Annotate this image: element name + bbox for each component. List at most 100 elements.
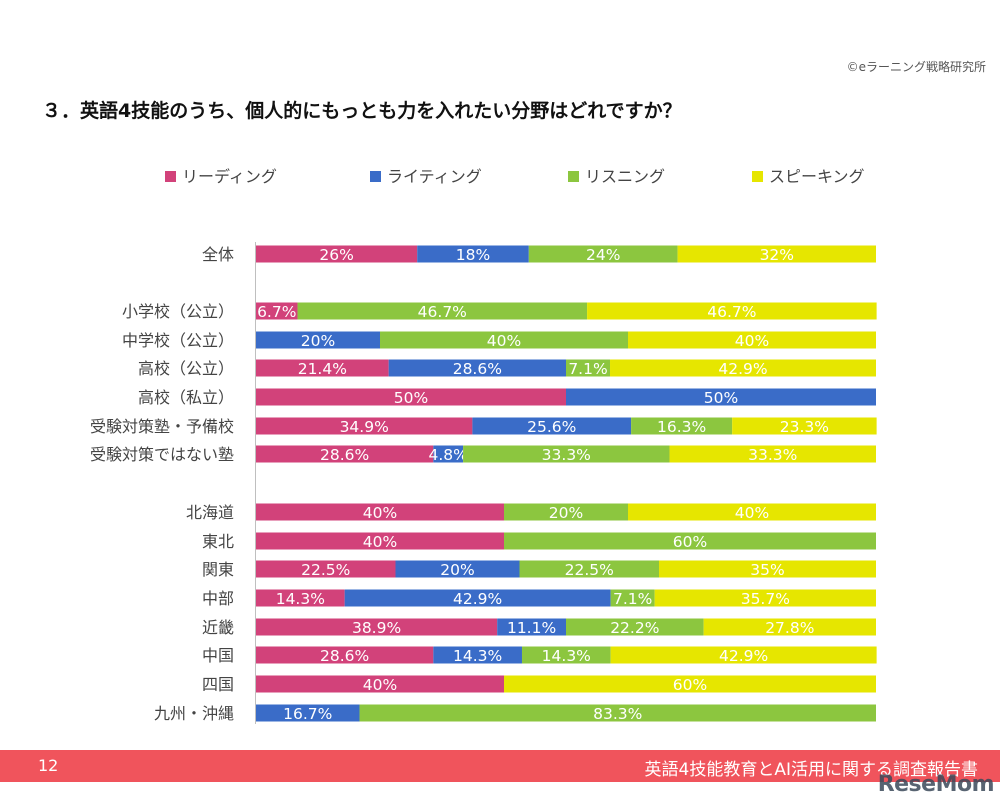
bar-segment: [631, 417, 733, 435]
bar-segment: [654, 589, 876, 607]
bar-segment: [463, 445, 670, 463]
legend-swatch: [165, 171, 176, 182]
data-label: 26%: [319, 246, 353, 264]
bar-segment: [417, 245, 529, 263]
data-label: 4.8%: [429, 446, 468, 464]
data-label: 40%: [363, 533, 397, 551]
bar-segment: [497, 618, 566, 636]
data-label: 40%: [487, 332, 521, 350]
category-label: 中学校（公立）: [122, 331, 234, 350]
data-label: 7.1%: [613, 590, 652, 608]
data-label: 11.1%: [507, 619, 556, 637]
bar-segment: [677, 245, 876, 263]
data-label: 28.6%: [320, 647, 369, 665]
resemom-logo: ReseMom: [877, 772, 995, 797]
data-label: 33.3%: [542, 446, 591, 464]
legend-swatch: [568, 171, 579, 182]
bar-segment: [521, 646, 611, 664]
data-label: 40%: [363, 676, 397, 694]
bar-segment: [703, 618, 876, 636]
bar-segment: [659, 560, 876, 578]
bar-segment: [256, 532, 504, 550]
bar-segment: [256, 331, 380, 349]
data-label: 40%: [363, 504, 397, 522]
report-title: 英語4技能教育とAI活用に関する調査報告書: [644, 760, 978, 780]
legend-swatch: [752, 171, 763, 182]
bar-segment: [359, 704, 876, 722]
bar-segment: [669, 445, 876, 463]
data-label: 14.3%: [276, 590, 325, 608]
category-label: 受験対策塾・予備校: [90, 417, 234, 436]
bar-segment: [433, 646, 522, 664]
data-label: 35%: [750, 561, 784, 579]
footer-bar: 12 英語4技能教育とAI活用に関する調査報告書: [0, 750, 1000, 782]
data-label: 18%: [456, 246, 490, 264]
bar-segment: [256, 704, 360, 722]
legend-label: リスニング: [585, 167, 665, 186]
data-label: 83.3%: [593, 705, 642, 723]
data-label: 38.9%: [352, 619, 401, 637]
watermark-text: ReseMom: [877, 772, 995, 797]
bar-segment: [256, 445, 434, 463]
data-label: 40%: [735, 332, 769, 350]
data-label: 22.5%: [301, 561, 350, 579]
data-label: 28.6%: [453, 360, 502, 378]
data-label: 16.3%: [657, 418, 706, 436]
bar-segment: [256, 388, 566, 406]
data-label: 46.7%: [707, 303, 756, 321]
data-label: 6.7%: [257, 303, 296, 321]
data-label: 28.6%: [320, 446, 369, 464]
category-label: 四国: [202, 675, 234, 694]
category-label: 九州・沖縄: [154, 704, 234, 723]
bar-segment: [504, 532, 876, 550]
bar-segment: [256, 245, 418, 263]
bar-segment: [395, 560, 520, 578]
bar-segment: [256, 560, 396, 578]
bar-segment: [566, 359, 611, 377]
bar-segment: [256, 618, 498, 636]
bar-segment: [566, 618, 704, 636]
legend-label: ライティング: [387, 167, 482, 186]
category-label: 関東: [202, 560, 234, 579]
legend-label: リーディング: [182, 167, 277, 186]
data-label: 20%: [440, 561, 474, 579]
data-label: 14.3%: [542, 647, 591, 665]
bar-segment: [628, 503, 876, 521]
bar-segment: [528, 245, 678, 263]
data-label: 27.8%: [765, 619, 814, 637]
legend-label: スピーキング: [769, 167, 865, 186]
data-label: 20%: [549, 504, 583, 522]
data-label: 50%: [394, 389, 428, 407]
bar-segment: [388, 359, 566, 377]
bar-segment: [256, 675, 504, 693]
data-label: 34.9%: [340, 418, 389, 436]
data-label: 46.7%: [418, 303, 467, 321]
data-label: 50%: [704, 389, 738, 407]
data-label: 60%: [673, 676, 707, 694]
data-label: 14.3%: [453, 647, 502, 665]
bar-segment: [610, 589, 655, 607]
bar-segment: [297, 302, 588, 320]
data-label: 35.7%: [741, 590, 790, 608]
bar-segment: [472, 417, 632, 435]
category-label: 小学校（公立）: [122, 302, 234, 321]
bar-segment: [256, 589, 345, 607]
category-label: 高校（私立）: [138, 388, 234, 407]
bar-segment: [628, 331, 876, 349]
bar-segment: [504, 675, 876, 693]
page-title: ３．英語4技能のうち、個人的にもっとも力を入れたい分野はどれですか？: [42, 100, 682, 122]
bar-segment: [256, 302, 298, 320]
bar-segment: [504, 503, 628, 521]
data-label: 25.6%: [527, 418, 576, 436]
bar-segment: [433, 445, 464, 463]
category-label: 全体: [202, 245, 234, 264]
data-label: 42.9%: [718, 360, 767, 378]
data-label: 7.1%: [568, 360, 607, 378]
category-label: 北海道: [186, 503, 234, 522]
data-label: 16.7%: [283, 705, 332, 723]
copyright-notice: ©eラーニング戦略研究所: [846, 60, 986, 74]
bar-segment: [256, 417, 473, 435]
data-label: 42.9%: [453, 590, 502, 608]
data-label: 24%: [586, 246, 620, 264]
